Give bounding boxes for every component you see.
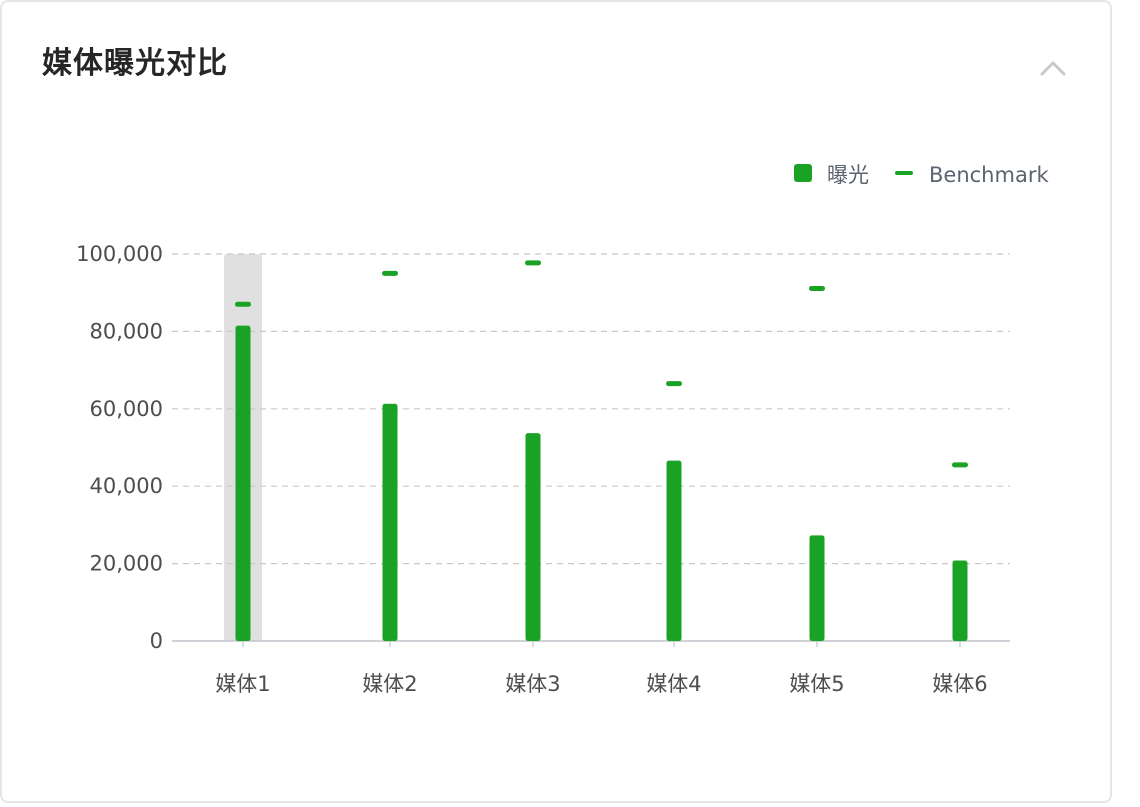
bar-exposure xyxy=(809,535,825,641)
y-tick-label: 80,000 xyxy=(90,319,163,343)
x-tick-label: 媒体2 xyxy=(362,672,417,696)
collapse-button[interactable] xyxy=(1032,50,1074,86)
card-title: 媒体曝光对比 xyxy=(42,46,228,81)
y-tick-label: 20,000 xyxy=(90,552,163,576)
bar-exposure xyxy=(952,560,968,641)
bar-exposure xyxy=(666,460,682,641)
y-tick-label: 60,000 xyxy=(90,397,163,421)
legend-label-benchmark: Benchmark xyxy=(929,163,1049,187)
bar-exposure xyxy=(525,433,541,641)
y-tick-label: 0 xyxy=(150,629,163,653)
benchmark-marker xyxy=(525,260,541,266)
x-tick-label: 媒体1 xyxy=(215,672,270,696)
legend-dash-icon xyxy=(895,171,913,175)
benchmark-marker xyxy=(809,285,825,291)
benchmark-marker xyxy=(235,301,251,307)
benchmark-marker xyxy=(952,462,968,468)
chart-card: 媒体曝光对比 xyxy=(0,0,1112,803)
bar-exposure xyxy=(382,403,398,641)
benchmark-marker xyxy=(382,270,398,276)
x-tick-label: 媒体4 xyxy=(646,672,701,696)
y-tick-label: 100,000 xyxy=(76,242,163,266)
x-tick-label: 媒体6 xyxy=(932,672,987,696)
benchmark-marker xyxy=(666,381,682,387)
x-tick-label: 媒体5 xyxy=(789,672,844,696)
chevron-up-icon xyxy=(1040,61,1066,76)
legend-label-exposure: 曝光 xyxy=(827,163,869,187)
x-tick-label: 媒体3 xyxy=(505,672,560,696)
y-tick-label: 40,000 xyxy=(90,474,163,498)
legend-square-icon xyxy=(794,164,812,182)
bar-exposure xyxy=(235,325,251,641)
